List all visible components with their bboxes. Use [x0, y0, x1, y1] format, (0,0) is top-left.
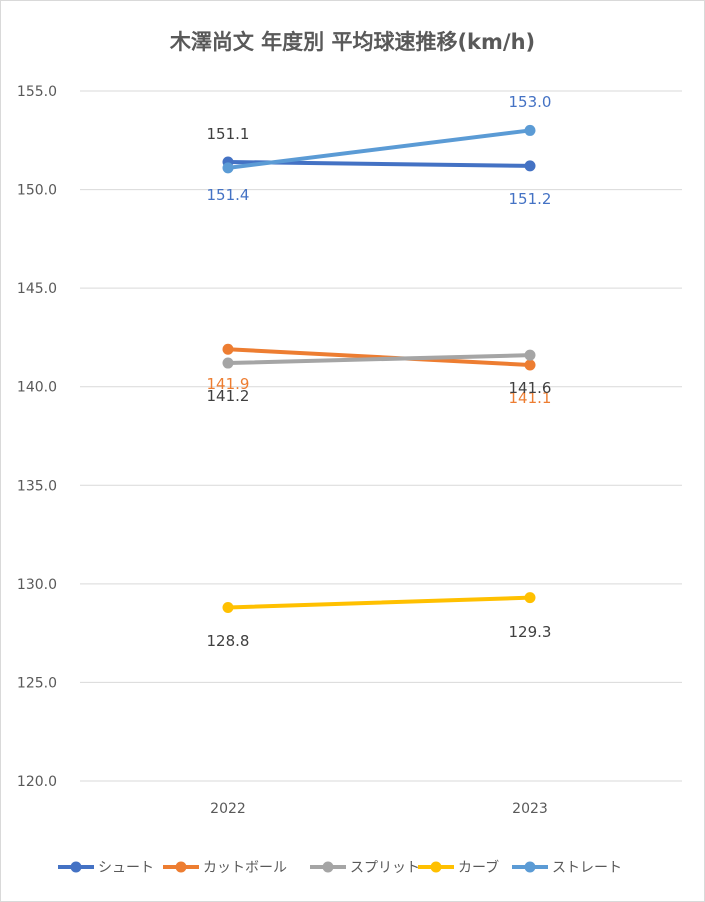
legend-swatch-marker — [524, 861, 536, 873]
y-tick-label: 150.0 — [17, 183, 57, 199]
data-label: 151.4 — [207, 186, 250, 204]
legend-swatch-marker — [175, 861, 187, 873]
x-tick-label: 2023 — [512, 801, 548, 817]
data-point — [524, 124, 536, 136]
x-tick-label: 2022 — [210, 801, 246, 817]
data-label: 141.9 — [207, 375, 250, 393]
legend-label: カーブ — [458, 859, 499, 876]
series-line — [226, 128, 532, 170]
y-tick-label: 135.0 — [17, 478, 57, 494]
legend-item[interactable]: シュート — [58, 860, 154, 876]
data-label: 128.8 — [207, 632, 250, 650]
data-label: 151.1 — [207, 125, 250, 143]
data-label: 141.2 — [207, 387, 250, 405]
y-tick-label: 120.0 — [17, 774, 57, 790]
legend-item[interactable]: カットボール — [163, 860, 287, 876]
series-4 — [222, 124, 536, 174]
data-label: 141.1 — [509, 389, 552, 407]
y-tick-label: 140.0 — [17, 380, 57, 396]
data-point — [222, 343, 234, 355]
y-tick-label: 125.0 — [17, 675, 57, 691]
data-point — [222, 162, 234, 174]
chart-title: 木澤尚文 年度別 平均球速推移(km/h) — [169, 30, 536, 54]
legend-label: カットボール — [203, 860, 287, 876]
legend-swatch-marker — [70, 861, 82, 873]
series-lines — [222, 124, 536, 614]
legend-item[interactable]: ストレート — [512, 860, 622, 876]
data-point — [524, 160, 536, 172]
y-tick-label: 145.0 — [17, 281, 57, 297]
data-point — [524, 359, 536, 371]
legend-label: シュート — [98, 860, 154, 876]
legend-item[interactable]: カーブ — [418, 859, 499, 876]
data-point — [222, 357, 234, 369]
y-axis: 120.0 125.0 130.0 135.0 140.0 145.0 150.0 155.0 — [17, 84, 57, 790]
data-label: 153.0 — [509, 93, 552, 111]
legend-swatch-marker — [322, 861, 334, 873]
data-point — [524, 349, 536, 361]
series-line — [226, 353, 532, 366]
gridlines — [80, 90, 682, 782]
series-2 — [222, 349, 536, 369]
series-line — [226, 595, 532, 610]
data-labels: 151.1 141.9 141.1 141.2 141.6 128.8 129.3 151.4… — [207, 93, 552, 650]
series-3 — [222, 592, 536, 614]
y-tick-label: 155.0 — [17, 84, 57, 100]
data-label: 129.3 — [509, 623, 552, 641]
data-point — [222, 602, 234, 614]
legend-item[interactable]: スプリット — [310, 860, 420, 876]
legend-label: ストレート — [552, 860, 622, 876]
data-point — [524, 592, 536, 604]
legend-swatch-marker — [430, 861, 442, 873]
data-label: 141.6 — [509, 379, 552, 397]
y-tick-label: 130.0 — [17, 577, 57, 593]
data-label: 151.2 — [509, 190, 552, 208]
legend-label: スプリット — [350, 860, 420, 876]
legend[interactable]: シュート カットボール スプリット カーブ ストレート — [58, 859, 622, 876]
x-axis: 2022 2023 — [210, 801, 548, 817]
